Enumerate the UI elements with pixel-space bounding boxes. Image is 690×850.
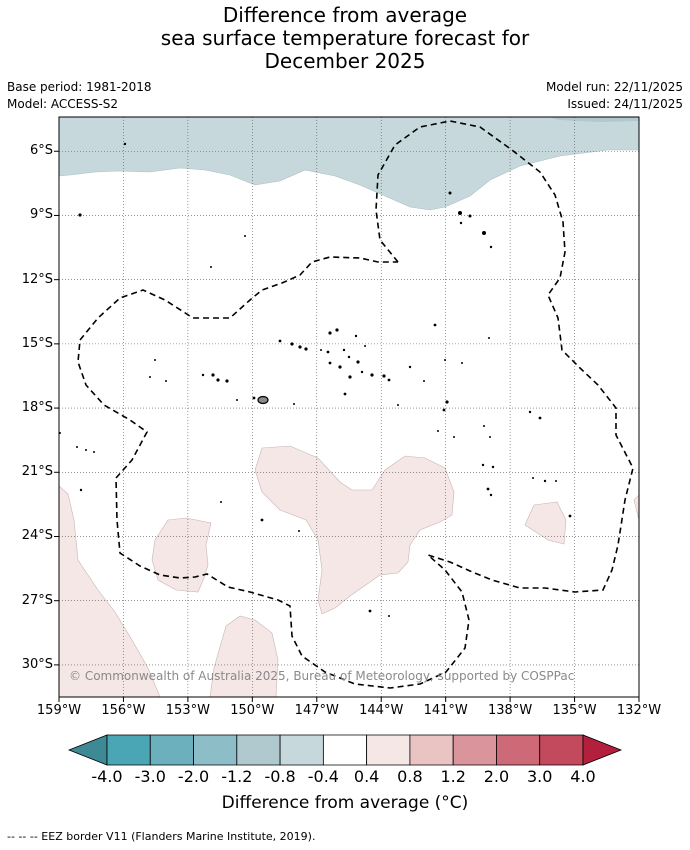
lon-label: 135°W — [552, 703, 597, 718]
islands — [59, 142, 572, 617]
lon-label: 144°W — [359, 703, 404, 718]
colorbar-extend-high — [582, 734, 623, 766]
lat-label: 15°S — [21, 335, 53, 351]
gridlines — [59, 117, 639, 697]
colorbar-segment — [496, 734, 541, 766]
colorbar-tick-label: 4.0 — [570, 767, 596, 786]
lat-label: 30°S — [21, 656, 53, 672]
title-line-3: December 2025 — [264, 49, 426, 73]
lon-label: 150°W — [230, 703, 275, 718]
lat-label: 6°S — [29, 143, 53, 159]
colorbar-segment — [539, 734, 584, 766]
warm-anomaly-west — [151, 517, 212, 593]
lat-label: 27°S — [21, 592, 53, 608]
colorbar-segment — [236, 734, 281, 766]
model-name: Model: ACCESS-S2 — [7, 97, 119, 111]
warm-anomaly-east-edge — [633, 494, 639, 521]
model-run: Model run: 22/11/2025 — [545, 80, 683, 94]
eez-border-french-polynesia — [77, 120, 634, 689]
colorbar-tick-label: 0.4 — [353, 767, 380, 786]
colorbar-tick-label: -0.8 — [264, 767, 296, 786]
colorbar-tick-label: 0.8 — [397, 767, 423, 786]
colorbar-segment — [106, 734, 151, 766]
lat-label: 18°S — [21, 400, 53, 416]
cool-anomaly-patch — [548, 117, 639, 122]
colorbar-tick-label: -0.4 — [307, 767, 339, 786]
lon-label: 138°W — [488, 703, 533, 718]
colorbar-segment — [193, 734, 238, 766]
lon-label: 141°W — [423, 703, 468, 718]
eez-footnote: -- -- -- EEZ border V11 (Flanders Marine… — [7, 830, 316, 843]
colorbar-tick-label: -4.0 — [91, 767, 123, 786]
base-period: Base period: 1981-2018 — [7, 80, 152, 94]
lon-label: 153°W — [165, 703, 210, 718]
colorbar — [67, 734, 623, 766]
colorbar-tick-label: 2.0 — [483, 767, 510, 786]
map-title: Difference from average sea surface temp… — [0, 4, 690, 73]
title-line-2: sea surface temperature forecast for — [160, 26, 530, 50]
axis-ticks — [54, 150, 640, 702]
warm-anomaly-southwest — [59, 485, 161, 697]
colorbar-tick-label: 3.0 — [526, 767, 553, 786]
meta-left: Base period: 1981-2018 Model: ACCESS-S2 — [7, 79, 152, 113]
lon-label: 156°W — [101, 703, 146, 718]
map-frame — [58, 116, 640, 698]
warm-anomaly-south — [209, 615, 279, 697]
colorbar-tick-label: 1.2 — [440, 767, 466, 786]
map-background — [59, 117, 639, 697]
colorbar-segment — [322, 734, 368, 766]
warm-anomaly-central — [254, 445, 455, 615]
colorbar-tick-label: -1.2 — [221, 767, 253, 786]
colorbar-segment — [409, 734, 454, 766]
copyright-notice: © Commonwealth of Australia 2025, Bureau… — [69, 669, 575, 683]
lon-label: 147°W — [294, 703, 339, 718]
lat-label: 12°S — [21, 271, 53, 287]
lat-label: 24°S — [21, 528, 53, 544]
colorbar-segment — [366, 734, 411, 766]
meta-right: Model run: 22/11/2025 Issued: 24/11/2025 — [546, 79, 683, 113]
lon-label: 132°W — [616, 703, 662, 718]
colorbar-title: Difference from average (°C) — [221, 793, 469, 813]
colorbar-tick-label: -2.0 — [177, 767, 210, 786]
lat-label: 9°S — [29, 207, 53, 223]
issued-date: Issued: 24/11/2025 — [567, 97, 683, 111]
lat-label: 21°S — [21, 464, 53, 480]
colorbar-tick-label: -3.0 — [134, 767, 166, 786]
colorbar-segment — [452, 734, 497, 766]
title-line-1: Difference from average — [222, 3, 468, 27]
colorbar-segment — [279, 734, 324, 766]
colorbar-segment — [149, 734, 194, 766]
colorbar-extend-low — [67, 734, 108, 766]
warm-anomaly-east — [524, 501, 567, 545]
cool-anomaly-region — [59, 117, 639, 211]
lon-label: 159°W — [36, 703, 82, 718]
